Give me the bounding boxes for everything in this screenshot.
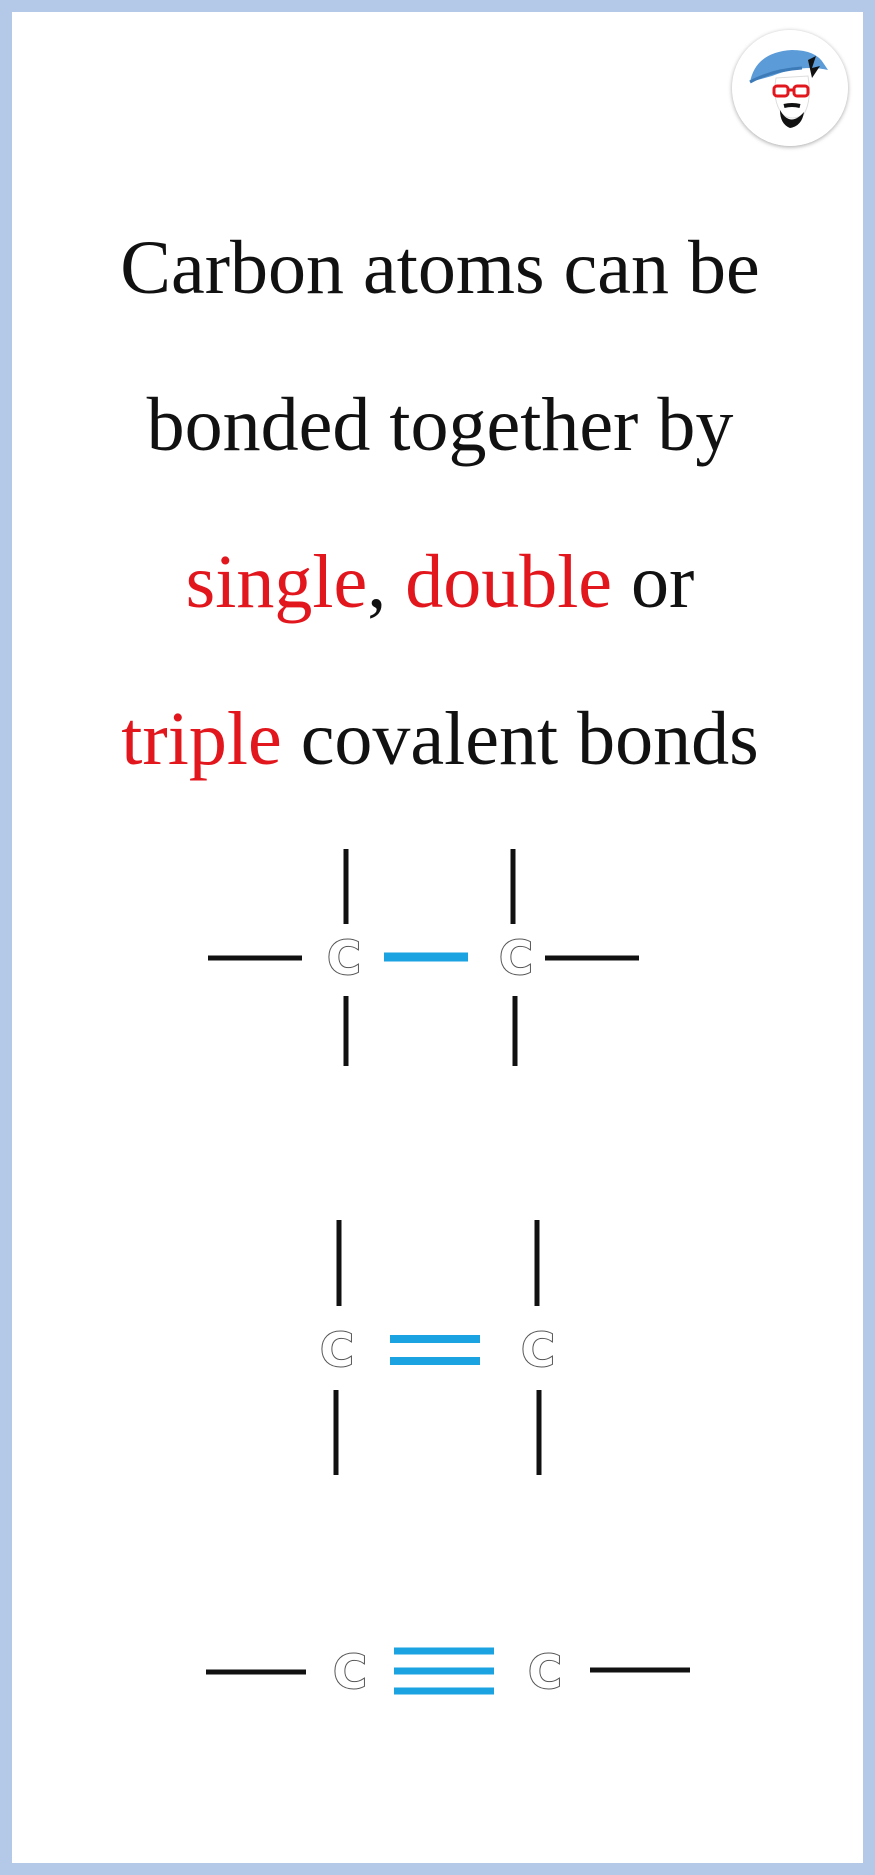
carbon-atom: C <box>528 1645 562 1699</box>
heading-line-1: Carbon atoms can be <box>120 226 760 310</box>
heading-line-3: single, double or <box>40 504 840 661</box>
carbon-atom: C <box>521 1323 555 1377</box>
carbon-atom: C <box>327 931 361 985</box>
carbon-atom: C <box>333 1645 367 1699</box>
heading-line-2: bonded together by <box>146 383 734 467</box>
words-covalent-bonds: covalent bonds <box>300 697 759 781</box>
comma: , <box>367 540 387 624</box>
word-double: double <box>405 540 613 624</box>
word-single: single <box>185 540 368 624</box>
word-triple: triple <box>121 697 282 781</box>
single-bond-diagram: C C <box>208 849 639 1066</box>
heading: Carbon atoms can be bonded together by s… <box>40 190 840 818</box>
triple-bond-diagram: C C <box>206 1644 690 1700</box>
heading-line-4: triple covalent bonds <box>40 661 840 818</box>
double-bond-diagram: C C <box>319 1220 556 1475</box>
avatar-cartoon-face-icon <box>732 30 848 146</box>
carbon-atom: C <box>320 1323 354 1377</box>
word-or: or <box>631 540 695 624</box>
carbon-atom: C <box>499 931 533 985</box>
avatar-icon <box>732 30 848 146</box>
